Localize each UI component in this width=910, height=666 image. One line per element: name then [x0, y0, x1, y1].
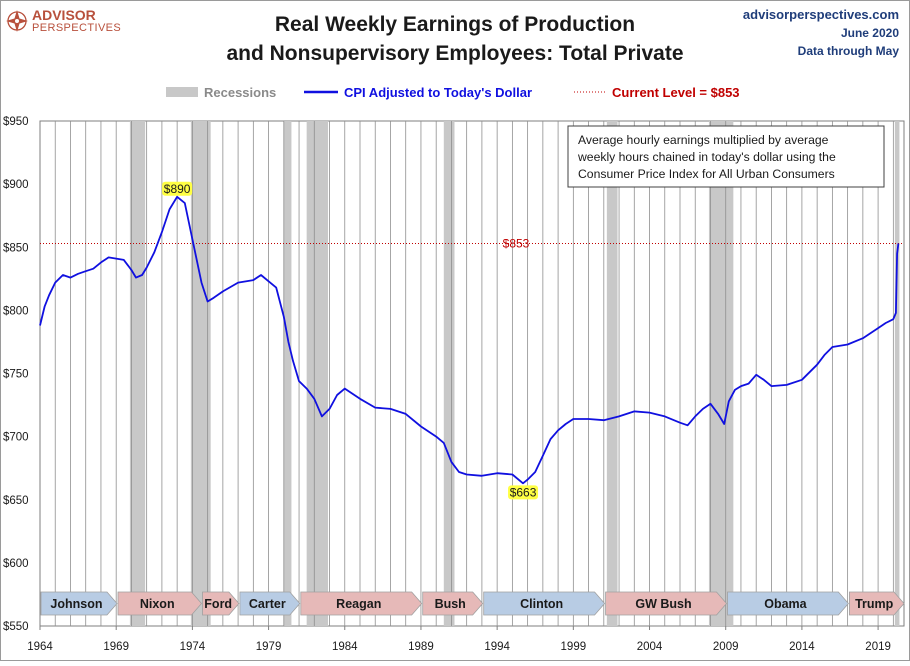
president-band-0 [40, 591, 118, 616]
site-url: advisorperspectives.com [743, 7, 899, 22]
recession-band-4 [443, 121, 455, 626]
series-layer [39, 195, 900, 485]
president-band-5 [422, 591, 484, 616]
president-label-4: Reagan [336, 597, 381, 611]
recession-band-3 [306, 121, 328, 626]
president-band-4 [300, 591, 423, 616]
legend-label-current-level: Current Level = $853 [612, 85, 740, 100]
x-tick-label-5: 1989 [408, 641, 434, 653]
president-label-1: Nixon [140, 597, 175, 611]
president-label-7: GW Bush [635, 597, 691, 611]
y-tick-label-5: $800 [3, 305, 29, 317]
president-band-8 [727, 591, 849, 616]
president-band-9 [849, 591, 905, 616]
x-tick-label-4: 1984 [332, 641, 358, 653]
axes: $550 $600 $650 $700 $750 $800 $850 $900 $950 1964… [3, 116, 891, 653]
compass-icon [6, 10, 28, 32]
y-tick-label-4: $750 [3, 369, 29, 381]
series-line-0 [39, 195, 900, 485]
president-band-6 [483, 591, 606, 616]
y-tick-label-1: $600 [3, 558, 29, 570]
president-label-6: Clinton [520, 597, 563, 611]
recession-band-0 [129, 121, 146, 626]
recession-band-1 [190, 121, 211, 626]
annotation-badge-1 [508, 485, 539, 500]
legend-item-series: CPI Adjusted to Today's Dollar [304, 85, 532, 100]
recession-band-2 [283, 121, 292, 626]
recession-band-6 [708, 121, 734, 626]
recession-bands [129, 121, 900, 626]
legend-label-series: CPI Adjusted to Today's Dollar [344, 85, 532, 100]
president-bands: Johnson Nixon Ford Carter Reagan Bush Clinton G… [40, 591, 905, 616]
brand-logo: ADVISOR PERSPECTIVES [6, 7, 121, 34]
x-tick-label-6: 1994 [484, 641, 510, 653]
y-tick-label-6: $850 [3, 242, 29, 254]
current-level-label: $853 [503, 236, 530, 250]
president-label-5: Bush [435, 597, 466, 611]
chart-title-line1: Real Weekly Earnings of Production [275, 13, 635, 36]
note-line2: weekly hours chained in today's dollar u… [577, 150, 836, 164]
x-tick-label-1: 1969 [103, 641, 129, 653]
grid-lines [54, 121, 894, 626]
y-tick-label-8: $950 [3, 116, 29, 128]
current-level-line: $853 [40, 236, 904, 250]
x-tick-label-8: 2004 [637, 641, 663, 653]
x-tick-label-3: 1979 [256, 641, 282, 653]
data-through: Data through May [798, 44, 900, 58]
annotations: $890 $663 [162, 181, 539, 500]
legend-label-recessions: Recessions [204, 85, 276, 100]
brand-name-line1: ADVISOR [32, 7, 96, 23]
x-tick-label-7: 1999 [561, 641, 587, 653]
president-label-2: Ford [204, 597, 232, 611]
y-tick-label-3: $700 [3, 432, 29, 444]
president-band-7 [605, 591, 728, 616]
legend-item-recessions: Recessions [166, 85, 276, 100]
president-label-8: Obama [764, 597, 807, 611]
president-label-9: Trump [855, 597, 894, 611]
president-band-3 [239, 591, 301, 616]
president-label-3: Carter [249, 597, 286, 611]
recession-band-7 [894, 121, 900, 626]
plot-area [39, 120, 905, 627]
publish-date: June 2020 [841, 26, 899, 40]
note-box: Average hourly earnings multiplied by av… [567, 125, 885, 188]
chart-title-line2: and Nonsupervisory Employees: Total Priv… [226, 42, 683, 65]
y-tick-label-2: $650 [3, 495, 29, 507]
note-line1: Average hourly earnings multiplied by av… [578, 133, 829, 147]
x-tick-label-2: 1974 [180, 641, 206, 653]
y-tick-label-0: $550 [3, 621, 29, 633]
x-tick-label-0: 1964 [27, 641, 53, 653]
x-tick-label-10: 2014 [789, 641, 815, 653]
president-band-1 [117, 591, 203, 616]
y-tick-label-7: $900 [3, 179, 29, 191]
note-line3: Consumer Price Index for All Urban Consu… [578, 167, 835, 181]
legend: Recessions CPI Adjusted to Today's Dolla… [166, 85, 740, 100]
annotation-badge-0 [162, 181, 193, 196]
brand-name-line2: PERSPECTIVES [32, 22, 121, 34]
recession-band-5 [606, 121, 618, 626]
president-band-2 [202, 591, 240, 616]
x-tick-label-11: 2019 [865, 641, 891, 653]
president-label-0: Johnson [50, 597, 102, 611]
annotation-label-1: $663 [510, 485, 537, 499]
x-tick-label-9: 2009 [713, 641, 739, 653]
legend-item-current-level: Current Level = $853 [574, 85, 740, 100]
annotation-label-0: $890 [164, 182, 191, 196]
